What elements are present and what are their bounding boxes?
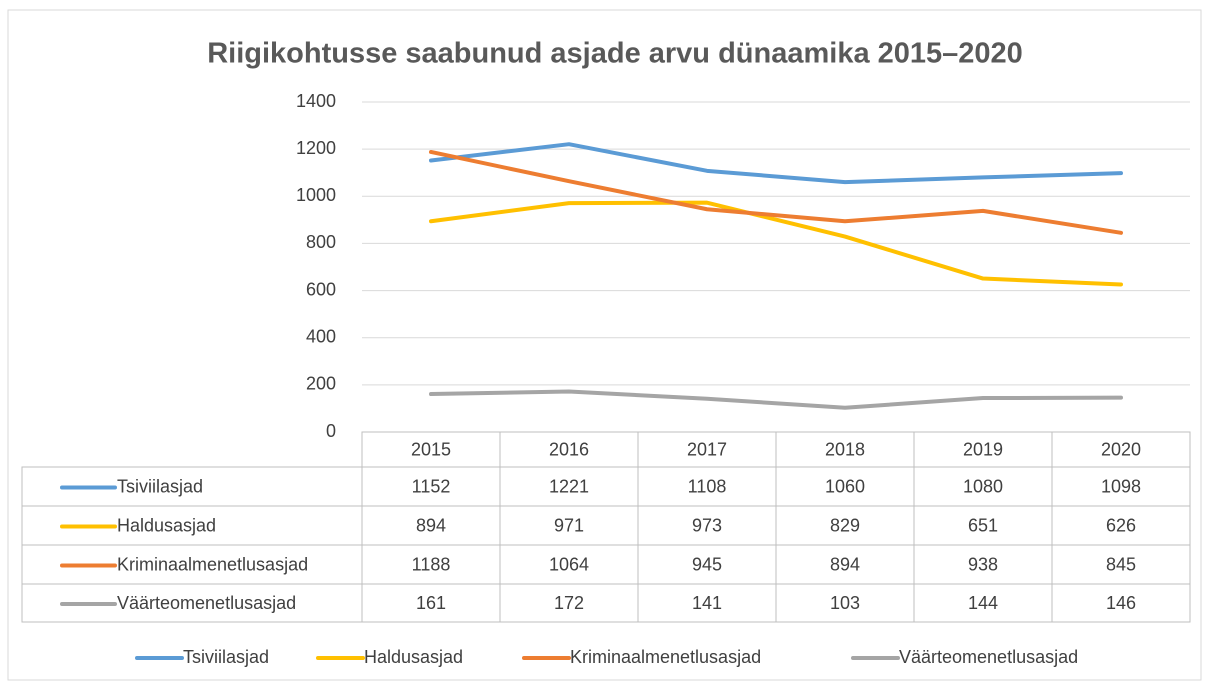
table-row-label: Väärteomenetlusasjad — [117, 593, 296, 613]
table-row-label: Haldusasjad — [117, 515, 216, 535]
table-value: 103 — [830, 593, 860, 613]
chart-title: Riigikohtusse saabunud asjade arvu dünaa… — [207, 38, 1023, 70]
y-tick-label: 200 — [306, 374, 336, 394]
table-value: 626 — [1106, 515, 1136, 535]
table-value: 144 — [968, 593, 998, 613]
table-value: 1221 — [549, 476, 589, 496]
legend-label: Kriminaalmenetlusasjad — [570, 647, 761, 667]
legend-label: Haldusasjad — [364, 647, 463, 667]
x-tick-label: 2017 — [687, 439, 727, 459]
x-tick-label: 2015 — [411, 439, 451, 459]
table-value: 1108 — [688, 476, 727, 496]
y-tick-label: 600 — [306, 279, 336, 299]
series-line — [429, 149, 1123, 235]
table-value: 1098 — [1101, 476, 1141, 496]
table-value: 161 — [416, 593, 446, 613]
table-value: 938 — [968, 554, 998, 574]
chart-border — [7, 9, 1202, 681]
table-value: 1064 — [549, 554, 589, 574]
table-value: 1080 — [963, 476, 1003, 496]
legend-label: Tsiviilasjad — [183, 647, 269, 667]
table-value: 146 — [1106, 593, 1136, 613]
table-value: 894 — [830, 554, 860, 574]
table-value: 141 — [692, 593, 722, 613]
y-tick-label: 0 — [326, 421, 336, 441]
table-row-label: Tsiviilasjad — [117, 476, 203, 496]
y-tick-label: 1400 — [296, 91, 336, 111]
series-line — [429, 142, 1123, 185]
y-tick-label: 400 — [306, 326, 336, 346]
x-tick-label: 2019 — [963, 439, 1003, 459]
table-value: 829 — [830, 515, 860, 535]
table-value: 945 — [692, 554, 722, 574]
x-tick-label: 2016 — [549, 439, 589, 459]
table-value: 973 — [692, 515, 722, 535]
table-value: 1188 — [412, 554, 451, 574]
x-tick-label: 2020 — [1101, 439, 1141, 459]
table-value: 894 — [416, 515, 446, 535]
x-tick-label: 2018 — [825, 439, 865, 459]
series-line — [429, 200, 1123, 287]
table-row-label: Kriminaalmenetlusasjad — [117, 554, 308, 574]
table-value: 1060 — [825, 476, 865, 496]
table-value: 651 — [968, 515, 998, 535]
table-value: 971 — [554, 515, 584, 535]
y-tick-label: 800 — [306, 232, 336, 252]
table-value: 845 — [1106, 554, 1136, 574]
y-tick-label: 1200 — [296, 138, 336, 158]
series-line — [429, 389, 1123, 410]
table-row — [21, 583, 1191, 623]
legend-label: Väärteomenetlusasjad — [899, 647, 1078, 667]
y-tick-label: 1000 — [296, 185, 336, 205]
table-value: 172 — [554, 593, 584, 613]
table-value: 1152 — [412, 476, 451, 496]
